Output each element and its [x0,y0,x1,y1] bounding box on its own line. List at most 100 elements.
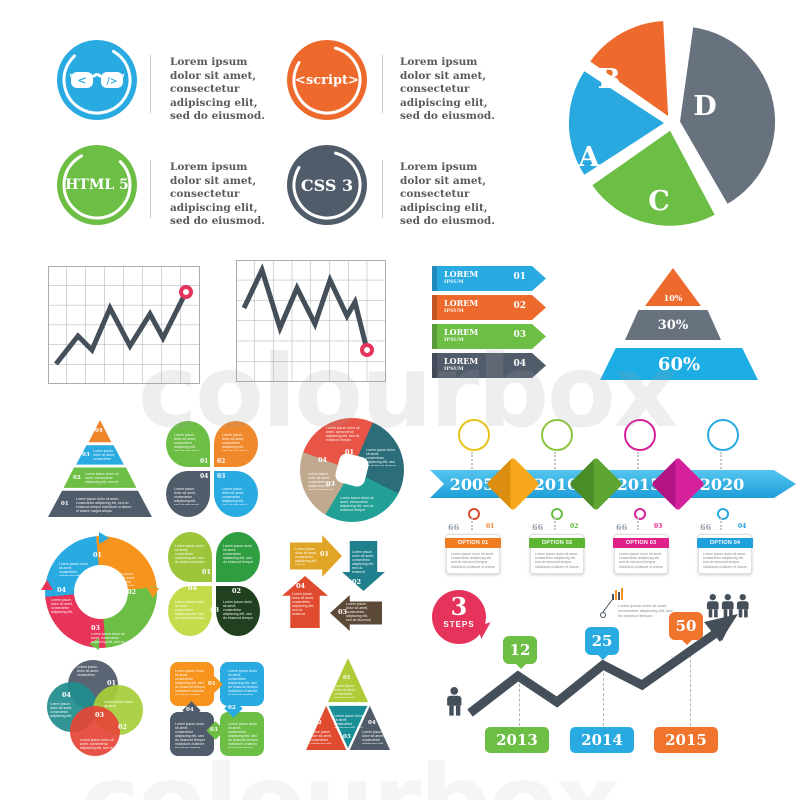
tier-03 [76,445,124,465]
feature-divider [382,160,383,218]
leaf-text: Lorem ipsum dolor sit amet, consectetur … [223,544,253,564]
petal-text: Lorem ipsum dolor sit amet, consectetur … [222,433,247,451]
venn-text: Lorem ipsum dolor sit amet, consectetur … [50,702,72,718]
swirl-text: Lorem ipsum dolor sit amet, consectetur … [340,496,374,512]
dashed-dropline [603,673,604,726]
venn-text: Lorem ipsum dolor sit amet, consectetur … [104,700,133,708]
venn-text: Lorem ipsum dolor sit amet, consectetur … [80,738,114,750]
feature-description: Lorem ipsum dolor sit amet, consectetur … [400,161,495,227]
petal-text: Lorem ipsum dolor sit amet, consectetur … [174,433,199,451]
tier-label: 03 [82,452,90,458]
ring-text: Lorem ipsum dolor sit amet, consectetur … [51,598,73,614]
option-ribbon: OPTION 03 [613,538,669,548]
arrow-label: 01 [320,550,330,558]
puzzle-03 [220,712,264,756]
timeline-diamond [651,457,705,511]
pie-label-d: D [693,91,716,122]
tier-02 [63,467,137,488]
pyramid-chart: 10% 30% 60% [598,262,763,382]
quote-icon: 66 [532,522,544,532]
split-triangle-chart: 01 02 03 04 Lorem ipsum dolor sit amet, … [306,658,390,750]
split-label: 02 [314,720,322,726]
steps-label: STEPS [443,620,475,629]
dotted-connector [471,518,473,530]
puzzle-label: 03 [210,727,218,733]
ring-arrowhead [89,638,99,650]
banner-number: 01 [513,272,526,282]
swirl-pie-chart: 01 02 03 04 Lorem ipsum dolor sit amet, … [300,418,404,522]
year-badge-2014: 2014 [570,727,634,753]
petal-04 [166,471,210,517]
quote-icon: 66 [700,522,712,532]
html5-label: HTML 5 [65,177,129,193]
leaf-label: 02 [232,587,242,595]
year-badge-2013: 2013 [485,727,549,753]
arrow-text: Lorem ipsum dolor sit amet, consectetur … [295,547,317,565]
swirl-label: 01 [345,448,355,456]
end-marker [179,285,193,299]
pie-label-a: A [578,142,601,173]
venn-circle-03 [70,706,120,756]
option-card-3: OPTION 03 Lorem ipsum dolor sit amet, co… [613,534,669,574]
ring-arrowhead [99,532,109,544]
venn-label: 02 [118,723,128,731]
timeline-year: 2020 [699,475,745,494]
pyramid-tier-10: 10% [645,268,701,306]
timeline-year: 2015 [616,475,662,494]
venn-text: Lorem ipsum dolor sit amet, consectetur … [77,665,99,677]
venn-label: 01 [107,679,117,687]
ring-hole [74,565,128,619]
leaf-label: 04 [188,584,198,592]
growth-note: Lorem ipsum dolor sit amet, consectetur … [618,603,673,618]
banner-number: 03 [513,330,526,340]
circle-ring-icon [62,150,132,220]
ring-arrowhead [147,588,159,598]
timeline-node-circle [624,419,656,451]
option-text: Lorem ipsum dolor sit amet, consectetur … [619,552,663,570]
svg-text:<: < [77,74,86,87]
banner-title: LOREM [444,356,479,366]
arrow-text: Lorem ipsum dolor sit amet, consectetur … [352,550,374,574]
zigzag-chart-up [48,266,200,384]
option-card-4: OPTION 04 Lorem ipsum dolor sit amet, co… [697,534,753,574]
timeline-sub-circle [551,508,563,520]
tiered-triangle-chart: 04 03 02 01 Lorem ipsum dolor sit amet, … [48,420,152,517]
ring-arrowhead [41,580,53,590]
value-bubble-25: 25 [585,627,619,660]
petal-text: Lorem ipsum dolor sit amet, consectetur … [222,487,247,505]
leaf-03 [216,586,260,636]
script-label: <script> [295,72,359,88]
quote-icon: 66 [616,522,628,532]
arrow-label: 04 [296,582,306,590]
feature-divider [150,160,151,218]
feature-description: Lorem ipsum dolor sit amet, consectetur … [170,56,265,122]
dashed-dropline [690,650,691,726]
leaf-text: Lorem ipsum dolor sit amet, consectetur … [175,544,205,564]
timeline-diamond [569,457,623,511]
puzzle-text: Lorem ipsum dolor sit amet, consectetur … [228,722,258,748]
ring-text: Lorem ipsum dolor sit amet, consectetur … [113,572,135,586]
venn-label: 03 [95,711,105,719]
arrow-label: 03 [338,608,348,616]
tier-01 [48,490,152,517]
puzzle-02 [220,662,264,706]
banner-fold [432,353,437,378]
quote-icon: 66 [448,522,460,532]
zigzag-chart-down [236,260,386,382]
timeline-node-circle [541,419,573,451]
dotted-connector [720,518,722,530]
split-text: Lorem ipsum dolor sit amet, consectetur … [334,684,356,698]
person-icon [446,687,463,716]
puzzle-04 [170,712,214,756]
puzzle-label: 01 [208,681,216,687]
dotted-connector [720,452,722,469]
tier-label: 04 [95,428,103,434]
arrow-cycle-chart: 01 02 03 04 Lorem ipsum dolor sit amet, … [282,534,386,632]
feature-description: Lorem ipsum dolor sit amet, consectetur … [400,56,495,122]
trend-line [54,290,189,366]
timeline-sub-circle [717,508,729,520]
svg-text:/>: /> [107,77,118,87]
feature-circle-css3: CSS 3 [287,145,367,225]
option-card-2: OPTION 02 Lorem ipsum dolor sit amet, co… [529,534,585,574]
